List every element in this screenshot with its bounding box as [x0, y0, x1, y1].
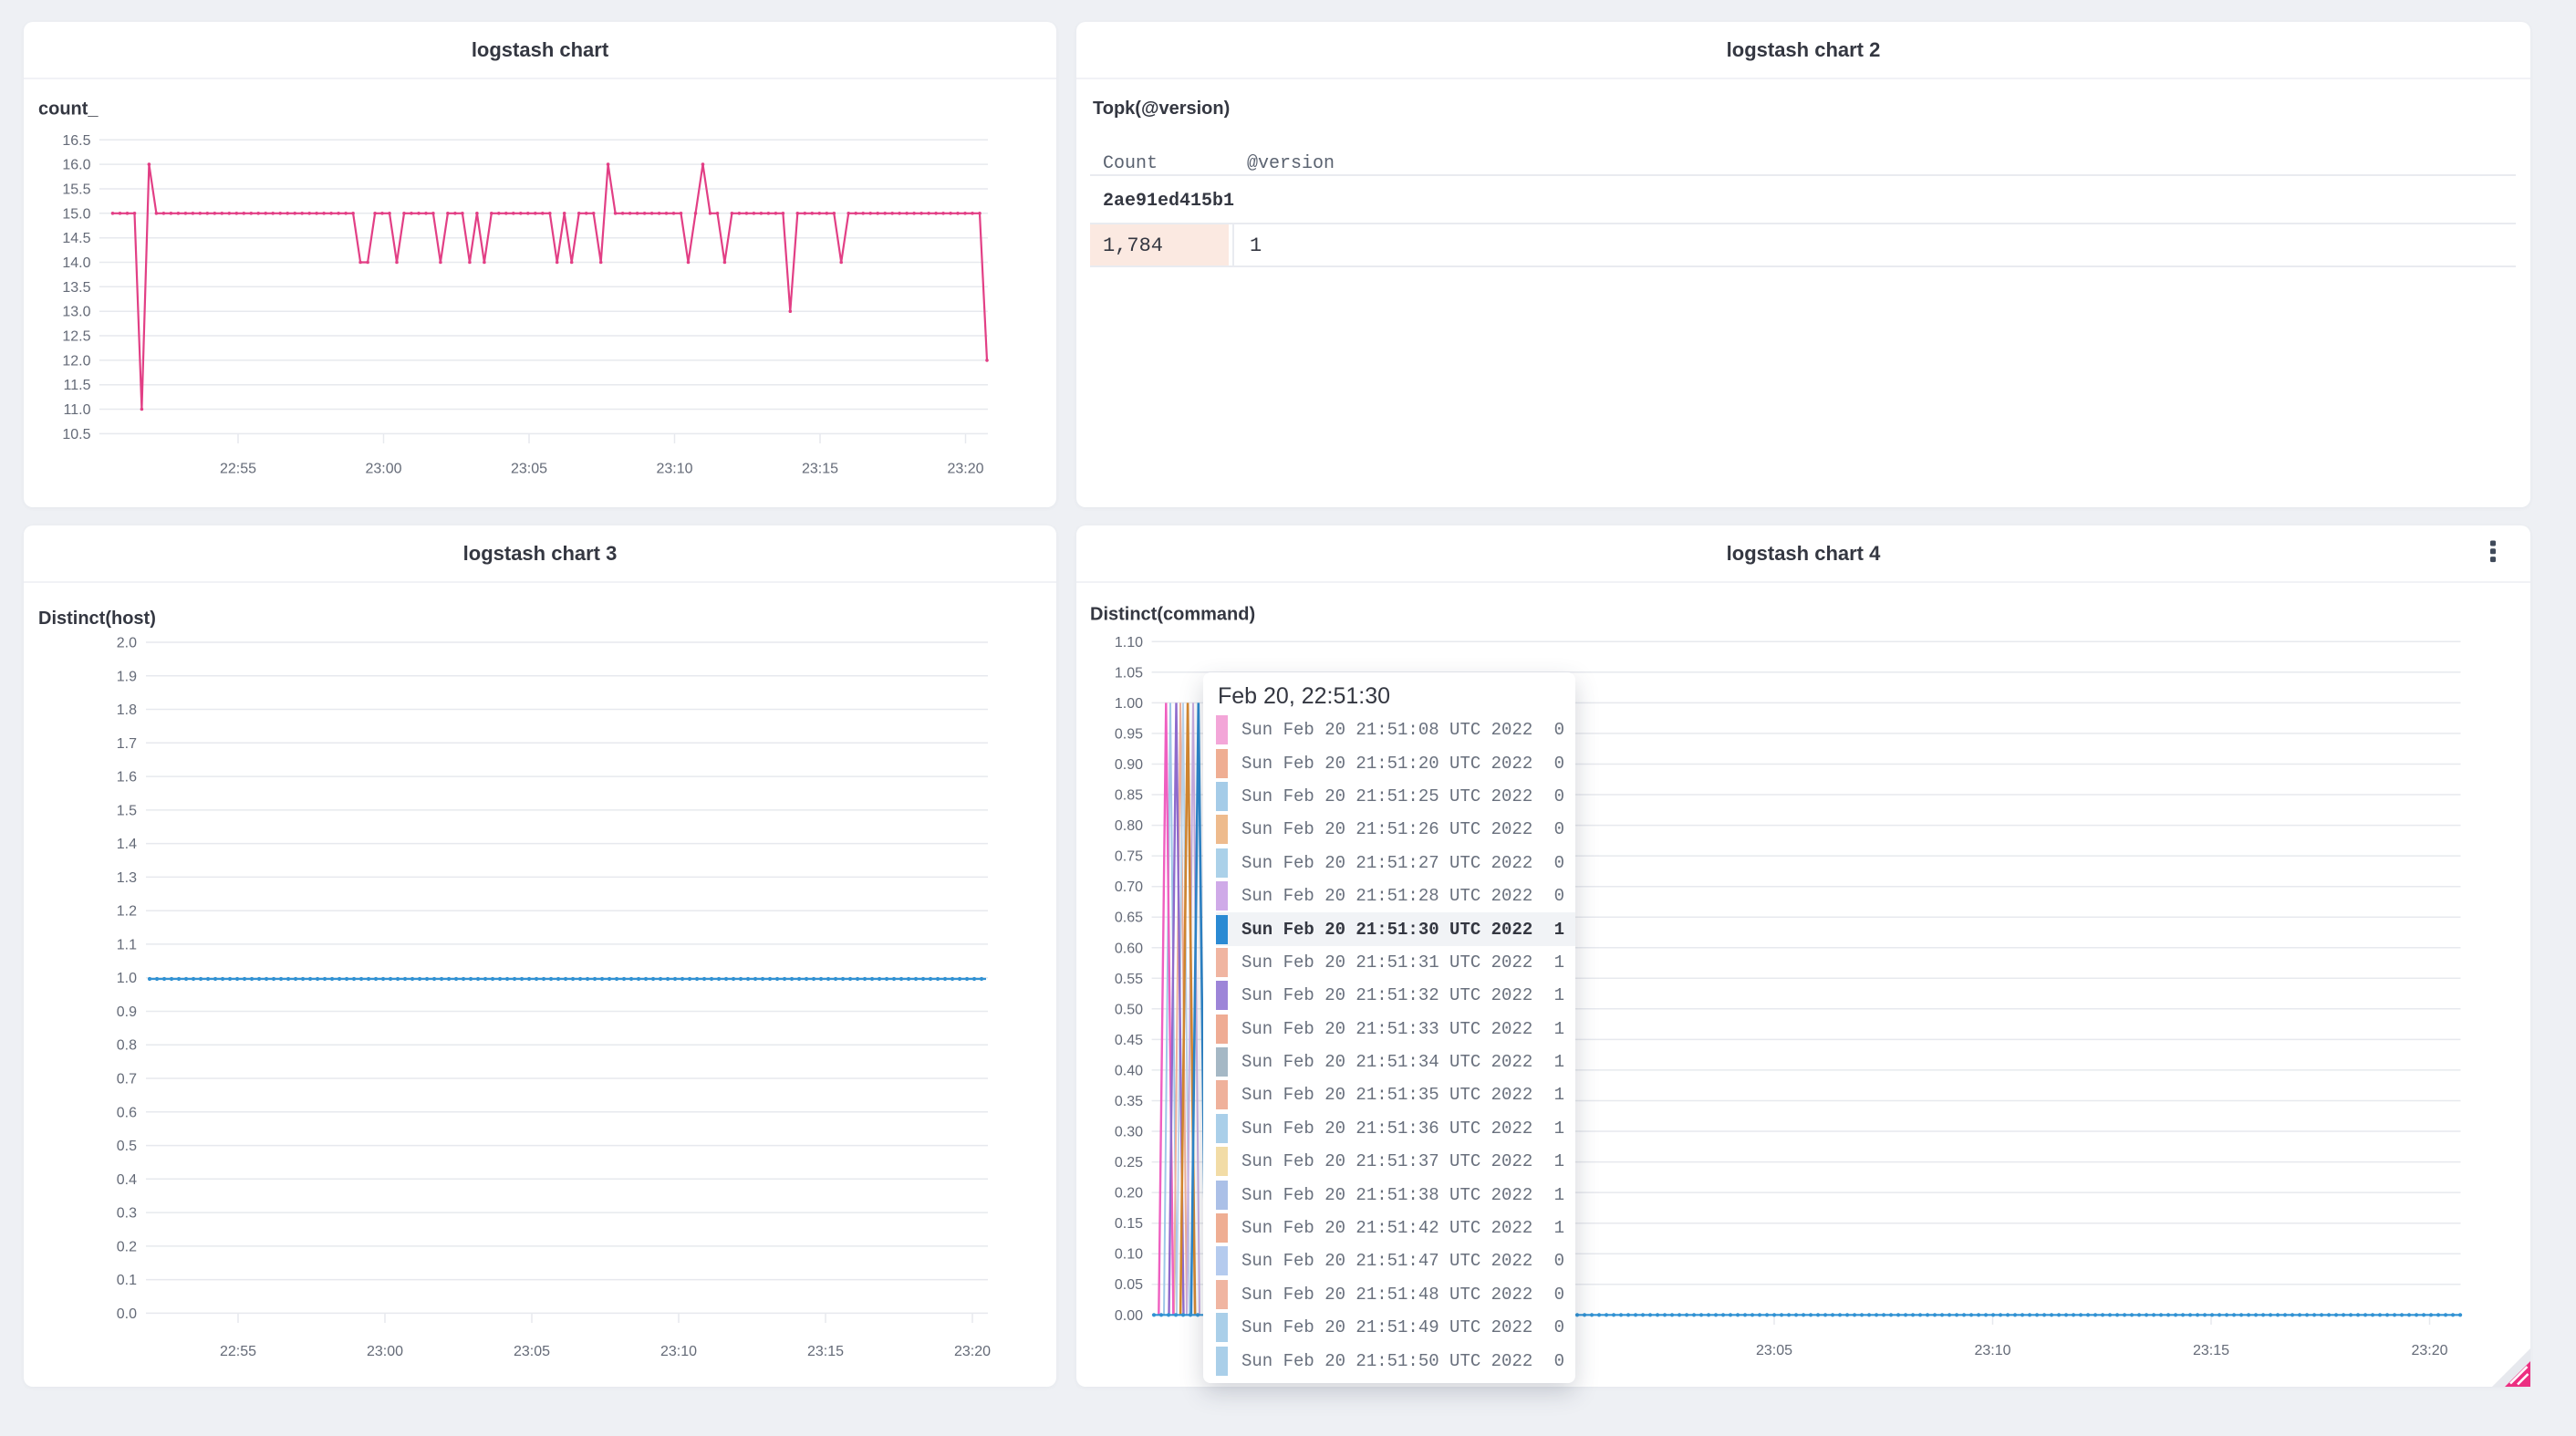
svg-text:1.10: 1.10: [1115, 635, 1143, 650]
svg-text:0.45: 0.45: [1115, 1033, 1143, 1048]
svg-text:23:20: 23:20: [947, 462, 983, 477]
svg-text:23:00: 23:00: [367, 1344, 403, 1359]
svg-text:16.5: 16.5: [62, 133, 90, 149]
svg-text:12.0: 12.0: [62, 353, 90, 369]
svg-text:1.3: 1.3: [117, 870, 137, 886]
svg-text:Distinct(command): Distinct(command): [1090, 605, 1255, 625]
svg-text:0.75: 0.75: [1115, 849, 1143, 865]
svg-text:0.3: 0.3: [117, 1206, 137, 1222]
svg-text:23:20: 23:20: [2411, 1343, 2447, 1358]
svg-text:1.2: 1.2: [117, 904, 137, 920]
svg-text:16.0: 16.0: [62, 158, 90, 173]
svg-text:0.9: 0.9: [117, 1004, 137, 1020]
svg-text:23:20: 23:20: [954, 1344, 991, 1359]
svg-text:0.60: 0.60: [1115, 941, 1143, 956]
svg-text:0.00: 0.00: [1115, 1308, 1143, 1324]
svg-text:1.4: 1.4: [117, 837, 137, 852]
svg-text:11.0: 11.0: [64, 402, 91, 418]
svg-text:23:05: 23:05: [511, 462, 547, 477]
svg-text:23:10: 23:10: [660, 1344, 697, 1359]
svg-text:1.00: 1.00: [1115, 696, 1143, 712]
svg-text:23:05: 23:05: [514, 1344, 550, 1359]
svg-text:0.10: 0.10: [1115, 1247, 1143, 1263]
svg-text:23:15: 23:15: [2193, 1343, 2229, 1358]
svg-text:0.90: 0.90: [1115, 757, 1143, 773]
svg-text:23:15: 23:15: [807, 1344, 844, 1359]
svg-text:1.7: 1.7: [117, 736, 137, 752]
svg-text:14.0: 14.0: [62, 255, 90, 271]
svg-text:12.5: 12.5: [62, 329, 90, 345]
svg-text:0.2: 0.2: [117, 1239, 137, 1254]
svg-text:Distinct(host): Distinct(host): [38, 609, 156, 629]
svg-text:0.4: 0.4: [117, 1172, 137, 1188]
svg-text:0.05: 0.05: [1115, 1277, 1143, 1293]
svg-text:0.20: 0.20: [1115, 1186, 1143, 1202]
svg-text:1.9: 1.9: [117, 669, 137, 684]
svg-text:15.0: 15.0: [62, 206, 90, 222]
svg-text:0.65: 0.65: [1115, 911, 1143, 926]
svg-text:1.6: 1.6: [117, 770, 137, 786]
svg-text:14.5: 14.5: [62, 231, 90, 246]
svg-text:23:15: 23:15: [802, 462, 838, 477]
svg-text:10.5: 10.5: [62, 427, 90, 442]
svg-text:22:55: 22:55: [220, 462, 256, 477]
svg-text:2.0: 2.0: [117, 636, 137, 651]
svg-text:0.6: 0.6: [117, 1105, 137, 1120]
svg-text:0.35: 0.35: [1115, 1094, 1143, 1109]
svg-text:1.8: 1.8: [117, 702, 137, 718]
svg-text:1.05: 1.05: [1115, 665, 1143, 681]
svg-text:0.5: 0.5: [117, 1139, 137, 1154]
svg-text:1.1: 1.1: [117, 937, 137, 952]
svg-text:0.70: 0.70: [1115, 879, 1143, 895]
svg-text:22:55: 22:55: [220, 1344, 256, 1359]
svg-text:0.25: 0.25: [1115, 1155, 1143, 1171]
svg-text:0.30: 0.30: [1115, 1125, 1143, 1140]
svg-text:0.1: 0.1: [117, 1273, 137, 1288]
svg-text:23:10: 23:10: [656, 462, 692, 477]
svg-text:0.8: 0.8: [117, 1038, 137, 1054]
svg-text:0.40: 0.40: [1115, 1063, 1143, 1078]
svg-text:count_: count_: [38, 99, 99, 120]
svg-text:15.5: 15.5: [62, 182, 90, 198]
svg-text:11.5: 11.5: [64, 378, 91, 393]
svg-text:23:00: 23:00: [365, 462, 401, 477]
svg-text:0.0: 0.0: [117, 1306, 137, 1322]
svg-text:0.50: 0.50: [1115, 1002, 1143, 1017]
svg-text:23:10: 23:10: [1974, 1343, 2010, 1358]
svg-text:0.85: 0.85: [1115, 788, 1143, 804]
svg-text:13.5: 13.5: [62, 280, 90, 296]
svg-text:23:05: 23:05: [1756, 1343, 1792, 1358]
svg-text:0.7: 0.7: [117, 1072, 137, 1087]
svg-text:0.80: 0.80: [1115, 818, 1143, 834]
svg-text:0.55: 0.55: [1115, 972, 1143, 987]
svg-text:1.5: 1.5: [117, 803, 137, 818]
svg-text:1.0: 1.0: [117, 971, 137, 986]
svg-text:13.0: 13.0: [62, 305, 90, 320]
svg-text:0.15: 0.15: [1115, 1216, 1143, 1232]
svg-text:0.95: 0.95: [1115, 726, 1143, 742]
